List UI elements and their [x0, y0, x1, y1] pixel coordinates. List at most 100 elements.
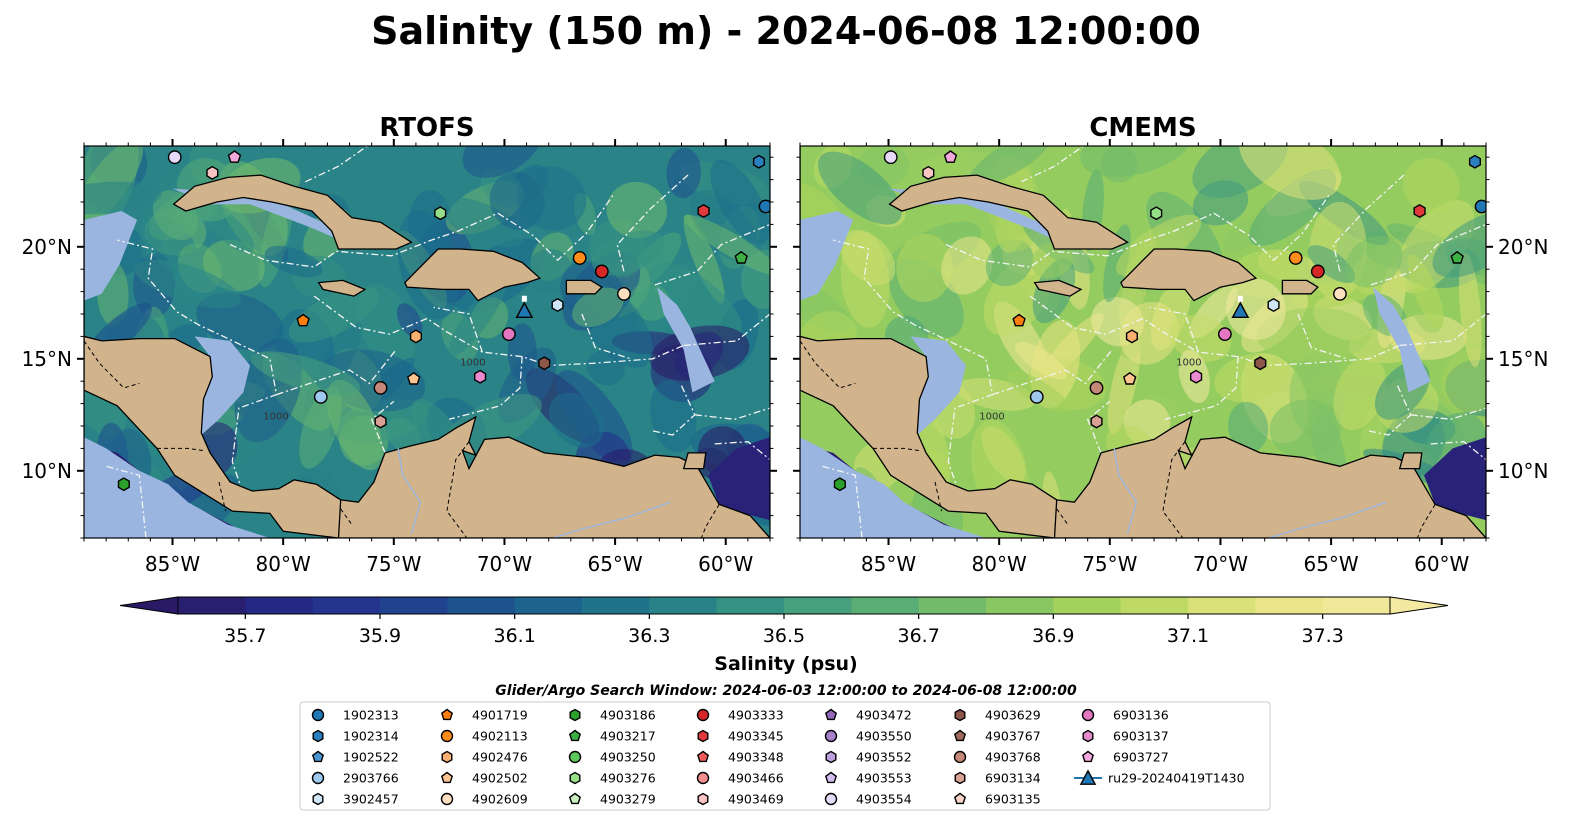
- legend-label: 4903767: [985, 729, 1041, 744]
- salinity-patch: [1101, 146, 1138, 183]
- colorbar-bin: [582, 597, 650, 614]
- landmass: [1398, 452, 1423, 470]
- legend-label: 4901719: [472, 708, 528, 723]
- eez-boundary: [1366, 385, 1412, 436]
- legend-label: 1902313: [343, 708, 399, 723]
- legend-label: 4903552: [856, 750, 912, 765]
- legend-item: ru29-20240419T1430: [1074, 769, 1245, 786]
- legend-label: 4903217: [600, 729, 656, 744]
- float-marker-4903333: [1310, 264, 1325, 279]
- legend-marker: [569, 771, 581, 785]
- colorbar-bin: [784, 597, 852, 614]
- legend-marker: [312, 729, 324, 743]
- float-marker-6903727: [943, 150, 958, 163]
- colorbar-bin: [312, 597, 381, 614]
- legend-marker: [440, 708, 454, 721]
- salinity-patch: [1269, 399, 1342, 458]
- country-border: [1056, 508, 1069, 525]
- salinity-colorbar: 35.7 35.9 36.1 36.3 36.5 36.7 36.9 37.1 37.3: [119, 596, 1449, 647]
- legend-item: 6903134: [954, 771, 1041, 786]
- eez-boundary: [1164, 356, 1239, 420]
- legend-marker: [312, 792, 324, 806]
- legend-item: 3902457: [312, 792, 399, 807]
- legend-marker: [696, 750, 710, 763]
- legend-label: 4902609: [472, 792, 528, 807]
- float-marker-4903768: [1089, 381, 1104, 395]
- y-tick-label: 10°N: [22, 459, 72, 483]
- x-tick-label: 75°W: [366, 552, 421, 576]
- legend-item: 4903629: [954, 708, 1041, 723]
- map-axes: 85°W 80°W 75°W 70°W 65°W 60°W 20°N 15°N 10°N: [793, 139, 1548, 576]
- shelf-area: [800, 211, 854, 301]
- shelf-area: [800, 437, 986, 538]
- country-border: [700, 504, 720, 538]
- y-tick-label: 20°N: [1498, 235, 1548, 259]
- panel-title-cmems: CMEMS: [1089, 113, 1196, 143]
- landmass: [172, 174, 413, 250]
- landmass: [404, 248, 542, 302]
- eez-boundary: [945, 194, 1330, 268]
- country-border: [873, 447, 920, 452]
- salinity-patch: [448, 277, 507, 357]
- salinity-patch: [440, 197, 524, 247]
- legend-marker: [568, 729, 582, 742]
- shelf-area: [657, 287, 715, 393]
- float-marker-4901719: [1012, 313, 1026, 327]
- eez-boundary: [1297, 313, 1347, 360]
- legend-marker: [697, 729, 709, 743]
- eez-boundary: [448, 356, 523, 420]
- legend-marker: [311, 750, 325, 763]
- legend-marker: [824, 792, 838, 806]
- country-border: [800, 340, 856, 389]
- float-marker-4903276: [1150, 206, 1163, 221]
- colorbar-bin: [245, 597, 314, 614]
- panel-title-rtofs: RTOFS: [379, 113, 474, 143]
- legend-marker: [824, 771, 838, 784]
- colorbar-extend-low: [119, 596, 179, 615]
- salinity-patch: [591, 230, 665, 276]
- salinity-patch: [649, 262, 742, 341]
- legend-marker: [697, 792, 709, 806]
- colorbar-bin: [851, 597, 920, 614]
- legend-item: 1902522: [311, 750, 399, 765]
- country-border: [934, 481, 943, 512]
- map-panel-rtofs: RTOFS 1000 1000 85°W 80°W 75°W 70°W 65°W 60°W 20…: [22, 113, 777, 576]
- legend-label: 4903472: [856, 708, 912, 723]
- salinity-patch: [1256, 307, 1371, 362]
- salinity-patch: [1225, 278, 1286, 340]
- legend-marker: [954, 771, 966, 785]
- legend-item: 4903333: [696, 708, 784, 723]
- eez-boundary: [654, 223, 770, 286]
- country-border: [340, 508, 353, 525]
- legend-item: 4903768: [953, 750, 1041, 765]
- legend-label: 4903186: [600, 708, 656, 723]
- salinity-patch: [1333, 356, 1386, 431]
- float-marker-1902314: [1468, 154, 1482, 169]
- x-tick-label: 65°W: [1303, 552, 1358, 576]
- legend-label: 6903727: [1113, 750, 1169, 765]
- eez-boundary: [1021, 146, 1084, 183]
- eez-boundary: [105, 465, 147, 538]
- shelf-area: [1373, 287, 1431, 393]
- atlantic-water: [1424, 437, 1486, 521]
- isobath-label: 1000: [263, 411, 288, 422]
- shelf-area: [910, 336, 966, 435]
- legend-item: 4902502: [440, 771, 528, 786]
- float-marker-1902313: [758, 199, 770, 214]
- landmass: [1281, 279, 1319, 295]
- salinity-patch: [1441, 347, 1486, 413]
- y-tick-label: 20°N: [22, 235, 72, 259]
- salinity-patch: [1407, 254, 1444, 329]
- eez-boundary: [694, 407, 770, 420]
- legend-label: 6903134: [985, 771, 1041, 786]
- colorbar-bin: [649, 597, 718, 614]
- legend-frame: [299, 701, 1271, 811]
- legend-item: 4903348: [696, 750, 784, 765]
- map-panel-cmems: CMEMS 1000 1000 85°W 80°W 75°W 70°W 65°W 60°W 20…: [793, 113, 1548, 576]
- salinity-patch: [650, 380, 697, 453]
- salinity-patch: [1402, 157, 1460, 214]
- legend-item: 6903135: [953, 792, 1041, 807]
- colorbar-tick-label: 37.3: [1302, 625, 1344, 647]
- float-marker-4903217: [1450, 250, 1464, 264]
- float-marker-6903137: [474, 369, 487, 384]
